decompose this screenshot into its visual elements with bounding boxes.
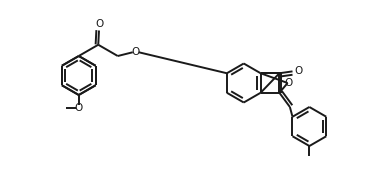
- Text: O: O: [95, 19, 103, 29]
- Text: O: O: [132, 47, 140, 57]
- Text: O: O: [75, 103, 83, 113]
- Text: O: O: [284, 78, 292, 88]
- Text: O: O: [294, 66, 303, 76]
